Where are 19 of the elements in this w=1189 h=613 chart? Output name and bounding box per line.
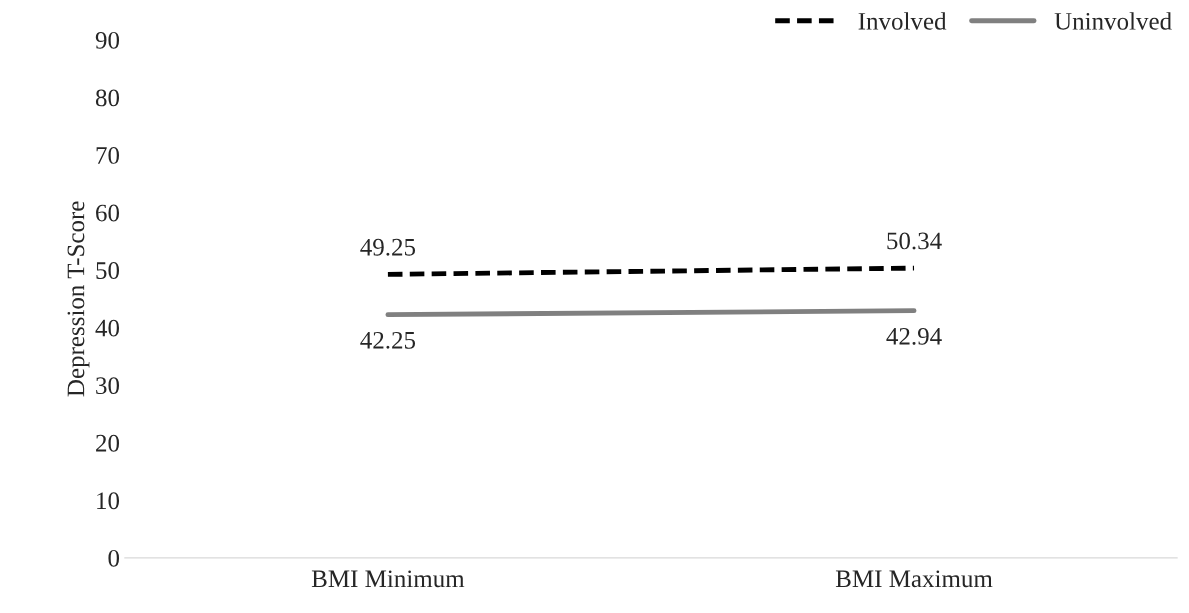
data-label: 42.94 — [886, 327, 942, 345]
y-tick-label: 10 — [97, 492, 120, 510]
x-tick-label: BMI Minimum — [311, 570, 465, 588]
x-tick-label: BMI Maximum — [835, 570, 993, 588]
y-tick-label: 40 — [95, 319, 120, 337]
y-tick-label: 0 — [108, 549, 120, 567]
y-tick-label: 60 — [96, 204, 120, 222]
y-axis-title: Depression T-Score — [67, 201, 90, 397]
y-tick-label: 50 — [96, 262, 120, 279]
y-tick-label: 90 — [95, 31, 120, 49]
y-tick-label: 30 — [96, 377, 120, 395]
data-label: 50.34 — [887, 232, 942, 250]
y-tick-label: 20 — [96, 434, 120, 452]
data-label: 42.25 — [360, 331, 416, 349]
data-label: 49.25 — [360, 238, 416, 256]
legend-label: Uninvolved — [1054, 12, 1172, 30]
legend-label: Involved — [858, 12, 947, 30]
y-tick-label: 70 — [96, 147, 120, 164]
y-tick-label: 80 — [95, 89, 120, 107]
